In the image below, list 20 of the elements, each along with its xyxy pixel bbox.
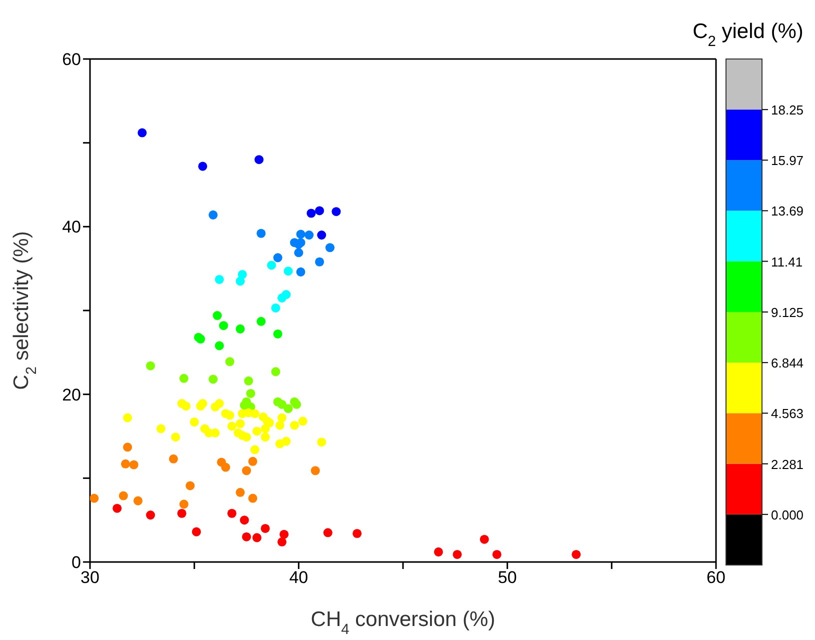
color-bar-label: 13.69: [771, 204, 804, 219]
color-bar-label: 4.563: [771, 406, 804, 422]
colorbar: 0.000 2.281 4.563 6.844 9.125 11.41 13.69 15.97 18.25: [726, 58, 804, 566]
color-bar-label: 6.844: [771, 356, 804, 371]
x-tick-label: 60: [706, 568, 726, 588]
y-tick-label: 20: [62, 385, 81, 404]
color-bar-label: 18.25: [771, 102, 804, 118]
x-axis-title: CH$_{4}$ conversion (%): [310, 608, 496, 638]
color-bar-title: C$_{2}$ yield (%): [692, 20, 804, 50]
y-tick-label: 40: [62, 218, 81, 237]
y-tick-label: 60: [62, 50, 81, 70]
color-bar-label: 11.41: [771, 254, 803, 270]
color-bar-label: 9.125: [771, 304, 804, 320]
x-tick-label: 40: [289, 568, 308, 588]
color-bar-label: 0.000: [771, 507, 804, 522]
y-tick-label: 0: [72, 553, 81, 572]
color-bar-label: 2.281: [771, 456, 804, 472]
x-tick-label: 30: [80, 568, 100, 588]
x-tick-label: 50: [498, 568, 517, 588]
color-bar-label: 15.97: [771, 153, 804, 168]
